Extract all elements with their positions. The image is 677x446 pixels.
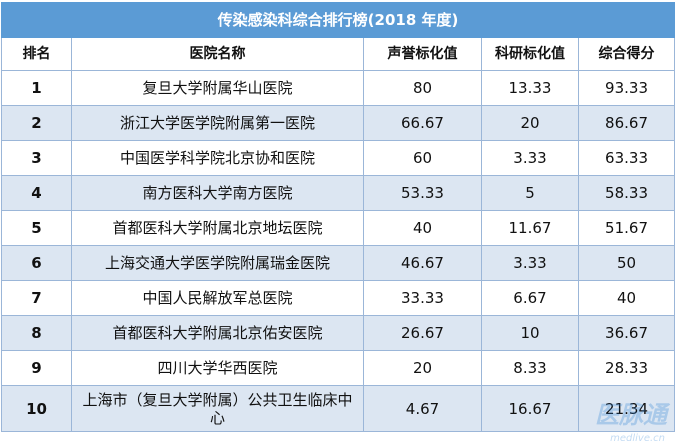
rank-cell: 9 bbox=[1, 350, 72, 386]
header-row: 排名 医院名称 声誉标化值 科研标化值 综合得分 bbox=[1, 37, 676, 71]
header-rank: 排名 bbox=[1, 37, 72, 71]
table-row: 1 复旦大学附属华山医院 80 13.33 93.33 bbox=[1, 70, 676, 106]
hospital-name-cell: 首都医科大学附属北京佑安医院 bbox=[71, 315, 364, 351]
table-row: 4 南方医科大学南方医院 53.33 5 58.33 bbox=[1, 175, 676, 211]
reputation-cell: 80 bbox=[363, 70, 482, 106]
table-row: 3 中国医学科学院北京协和医院 60 3.33 63.33 bbox=[1, 140, 676, 176]
hospital-name-cell: 上海市（复旦大学附属）公共卫生临床中心 bbox=[71, 385, 364, 432]
reputation-cell: 66.67 bbox=[363, 105, 482, 141]
score-cell: 21.34 bbox=[577, 385, 676, 432]
rank-cell: 1 bbox=[1, 70, 72, 106]
score-cell: 50 bbox=[577, 245, 676, 281]
rank-cell: 3 bbox=[1, 140, 72, 176]
hospital-name-cell: 中国人民解放军总医院 bbox=[71, 280, 364, 316]
reputation-cell: 26.67 bbox=[363, 315, 482, 351]
score-cell: 63.33 bbox=[577, 140, 676, 176]
table-row: 2 浙江大学医学院附属第一医院 66.67 20 86.67 bbox=[1, 105, 676, 141]
score-cell: 93.33 bbox=[577, 70, 676, 106]
research-cell: 5 bbox=[481, 175, 579, 211]
table-row: 10 上海市（复旦大学附属）公共卫生临床中心 4.67 16.67 21.34 bbox=[1, 385, 676, 432]
reputation-cell: 20 bbox=[363, 350, 482, 386]
header-research: 科研标化值 bbox=[481, 37, 579, 71]
hospital-name-cell: 南方医科大学南方医院 bbox=[71, 175, 364, 211]
score-cell: 51.67 bbox=[577, 210, 676, 246]
hospital-name-cell: 首都医科大学附属北京地坛医院 bbox=[71, 210, 364, 246]
table-title: 传染感染科综合排行榜(2018 年度) bbox=[0, 2, 676, 38]
research-cell: 11.67 bbox=[481, 210, 579, 246]
hospital-name-cell: 复旦大学附属华山医院 bbox=[71, 70, 364, 106]
score-cell: 86.67 bbox=[577, 105, 676, 141]
research-cell: 6.67 bbox=[481, 280, 579, 316]
research-cell: 16.67 bbox=[481, 385, 579, 432]
hospital-name-cell: 上海交通大学医学院附属瑞金医院 bbox=[71, 245, 364, 281]
rank-cell: 8 bbox=[1, 315, 72, 351]
research-cell: 10 bbox=[481, 315, 579, 351]
reputation-cell: 40 bbox=[363, 210, 482, 246]
ranking-table: 传染感染科综合排行榜(2018 年度) 排名 医院名称 声誉标化值 科研标化值 … bbox=[0, 2, 676, 432]
research-cell: 3.33 bbox=[481, 245, 579, 281]
reputation-cell: 33.33 bbox=[363, 280, 482, 316]
rank-cell: 5 bbox=[1, 210, 72, 246]
table-row: 5 首都医科大学附属北京地坛医院 40 11.67 51.67 bbox=[1, 210, 676, 246]
research-cell: 13.33 bbox=[481, 70, 579, 106]
score-cell: 40 bbox=[577, 280, 676, 316]
table-row: 9 四川大学华西医院 20 8.33 28.33 bbox=[1, 350, 676, 386]
score-cell: 36.67 bbox=[577, 315, 676, 351]
table-row: 7 中国人民解放军总医院 33.33 6.67 40 bbox=[1, 280, 676, 316]
table-row: 6 上海交通大学医学院附属瑞金医院 46.67 3.33 50 bbox=[1, 245, 676, 281]
hospital-name-cell: 浙江大学医学院附属第一医院 bbox=[71, 105, 364, 141]
reputation-cell: 60 bbox=[363, 140, 482, 176]
header-hospital-name: 医院名称 bbox=[71, 37, 364, 71]
reputation-cell: 53.33 bbox=[363, 175, 482, 211]
research-cell: 3.33 bbox=[481, 140, 579, 176]
rank-cell: 7 bbox=[1, 280, 72, 316]
header-reputation: 声誉标化值 bbox=[363, 37, 482, 71]
hospital-name-cell: 中国医学科学院北京协和医院 bbox=[71, 140, 364, 176]
score-cell: 58.33 bbox=[577, 175, 676, 211]
reputation-cell: 4.67 bbox=[363, 385, 482, 432]
score-cell: 28.33 bbox=[577, 350, 676, 386]
watermark-url: medlive.cn bbox=[610, 433, 665, 444]
rank-cell: 4 bbox=[1, 175, 72, 211]
rank-cell: 6 bbox=[1, 245, 72, 281]
header-score: 综合得分 bbox=[577, 37, 676, 71]
rank-cell: 10 bbox=[1, 385, 72, 432]
reputation-cell: 46.67 bbox=[363, 245, 482, 281]
research-cell: 8.33 bbox=[481, 350, 579, 386]
table-title-row: 传染感染科综合排行榜(2018 年度) bbox=[0, 2, 676, 38]
hospital-name-cell: 四川大学华西医院 bbox=[71, 350, 364, 386]
rank-cell: 2 bbox=[1, 105, 72, 141]
table-row: 8 首都医科大学附属北京佑安医院 26.67 10 36.67 bbox=[1, 315, 676, 351]
research-cell: 20 bbox=[481, 105, 579, 141]
